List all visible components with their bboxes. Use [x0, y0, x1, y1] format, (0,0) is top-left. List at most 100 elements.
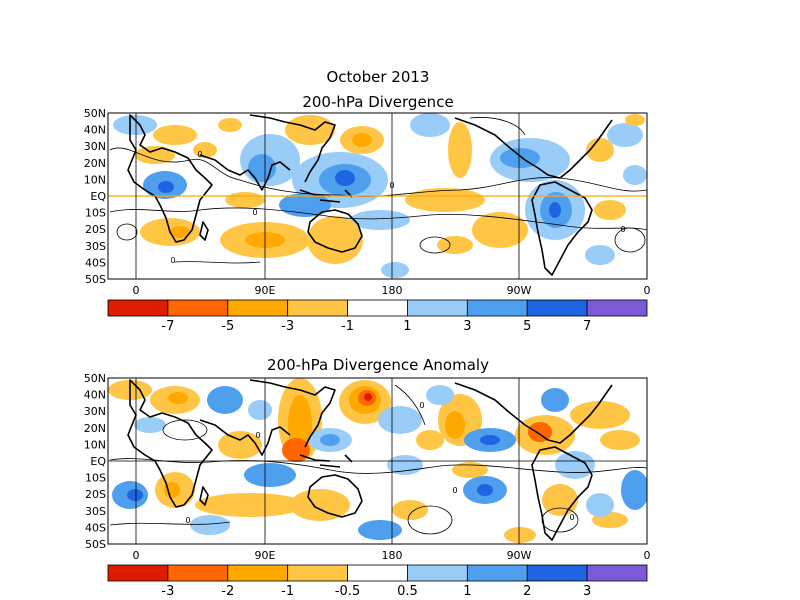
top-lat-label: 40S: [85, 256, 106, 269]
bottom-colorbar-label: -0.5: [335, 584, 360, 599]
bottom-map-title: 200-hPa Divergence Anomaly: [267, 356, 489, 374]
australia-coast: [307, 474, 363, 518]
top-lon-label: 180: [382, 284, 403, 297]
north-america-coast: [454, 117, 613, 179]
bottom-lat-label: 40S: [85, 521, 106, 534]
europe-africa-coast: [127, 379, 213, 508]
bottom-lat-label: 20S: [85, 488, 106, 501]
top-map-contour-labels: 0 0 0 0 0: [170, 150, 625, 265]
arabia-india-coast: [199, 419, 291, 456]
top-map-title: 200-hPa Divergence: [302, 93, 453, 111]
top-colorbar-swatch: [466, 299, 528, 317]
asia-coast: [249, 114, 336, 183]
top-lat-label: 20N: [84, 157, 106, 170]
bottom-colorbar-swatch: [227, 564, 289, 582]
bottom-colorbar-swatch: [466, 564, 528, 582]
bottom-map-frame: [107, 377, 648, 545]
bottom-colorbar-label: -3: [161, 584, 174, 599]
bottom-contour-label: 0: [569, 513, 574, 522]
top-contour-label: 0: [197, 150, 202, 159]
top-colorbar-label: -1: [341, 319, 354, 334]
bottom-lat-label: 30N: [84, 405, 106, 418]
top-lat-label: 30N: [84, 140, 106, 153]
top-lon-label: 0: [133, 284, 140, 297]
bottom-colorbar-label: 0.5: [397, 584, 418, 599]
bottom-lat-label: 10N: [84, 438, 106, 451]
bottom-colorbar-label: 2: [523, 584, 531, 599]
top-lat-label: 10N: [84, 173, 106, 186]
south-america-coast: [531, 446, 593, 541]
bottom-colorbar-swatch: [586, 564, 648, 582]
south-america-coast: [531, 181, 593, 276]
top-colorbar-label: 5: [523, 319, 531, 334]
bottom-contour-label: 0: [185, 516, 190, 525]
bottom-contour-label: 0: [419, 401, 424, 410]
top-lon-label: 0: [644, 284, 651, 297]
europe-africa-coast: [127, 114, 213, 243]
bottom-map-shading: [108, 378, 647, 543]
bottom-colorbar-swatch: [526, 564, 588, 582]
top-lat-label: EQ: [90, 190, 106, 203]
top-colorbar-swatch: [526, 299, 588, 317]
top-contour-label: 0: [620, 225, 625, 234]
arabia-india-coast: [199, 154, 291, 191]
top-lat-label: 40N: [84, 124, 106, 137]
bottom-lon-label: 0: [133, 549, 140, 562]
top-colorbar-label: 7: [583, 319, 591, 334]
bottom-colorbar-label: -2: [221, 584, 234, 599]
top-contour-label: 0: [170, 256, 175, 265]
bottom-lon-label: 90E: [255, 549, 276, 562]
bottom-lat-label: 50N: [84, 372, 106, 385]
top-map-grid: [108, 113, 647, 279]
bottom-contour-label: 0: [452, 486, 457, 495]
top-lat-label: 20S: [85, 223, 106, 236]
top-colorbar-swatch: [167, 299, 229, 317]
top-colorbar-swatch: [227, 299, 289, 317]
bottom-map: 0 0 0 0 0 50N 40N 30N 20N 10N EQ 10S 20S 30S 40S 50S 0…: [84, 372, 651, 562]
top-map-shading: [109, 113, 647, 278]
bottom-map-grid: [108, 378, 647, 544]
top-colorbar-label: 1: [403, 319, 411, 334]
bottom-lat-label: 50S: [85, 538, 106, 551]
bottom-contour-label: 0: [255, 431, 260, 440]
top-colorbar-swatch: [407, 299, 468, 317]
top-map-frame: [107, 112, 648, 280]
top-map: 0 0 0 0 0 50N 40N 30N 20N 10N EQ 10S 20S 30S 40S 50S 0…: [84, 107, 651, 297]
madagascar: [199, 486, 209, 506]
top-contour-label: 0: [252, 208, 257, 217]
top-colorbar-label: -5: [221, 319, 234, 334]
top-lon-label: 90E: [255, 284, 276, 297]
bottom-map-lon-labels: 0 90E 180 90W 0: [133, 549, 651, 562]
top-colorbar-label: -7: [161, 319, 174, 334]
north-america-coast: [454, 382, 613, 444]
bottom-colorbar-swatch: [347, 564, 408, 582]
top-colorbar-label: -3: [281, 319, 294, 334]
top-lat-label: 50S: [85, 273, 106, 286]
top-colorbar: -7 -5 -3 -1 1 3 5 7: [107, 299, 648, 334]
bottom-colorbar-swatch: [167, 564, 229, 582]
australia-coast: [307, 209, 363, 253]
bottom-colorbar: -3 -2 -1 -0.5 0.5 1 2 3: [107, 564, 648, 599]
top-map-lat-labels: 50N 40N 30N 20N 10N EQ 10S 20S 30S 40S 50S: [84, 107, 107, 286]
top-map-lon-labels: 0 90E 180 90W 0: [133, 284, 651, 297]
main-title: October 2013: [327, 68, 430, 86]
bottom-lat-label: 10S: [85, 472, 106, 485]
asia-coast: [249, 379, 336, 448]
top-lat-label: 30S: [85, 240, 106, 253]
bottom-map-contour-labels: 0 0 0 0 0: [185, 401, 574, 525]
bottom-colorbar-swatch: [287, 564, 348, 582]
top-colorbar-label: 3: [463, 319, 471, 334]
top-lat-label: 50N: [84, 107, 106, 120]
bottom-colorbar-label: -1: [281, 584, 294, 599]
top-contour-label: 0: [389, 181, 394, 190]
top-lon-label: 90W: [507, 284, 532, 297]
madagascar: [199, 221, 209, 241]
bottom-lat-label: 40N: [84, 389, 106, 402]
top-colorbar-swatch: [347, 299, 408, 317]
top-colorbar-swatch: [107, 299, 169, 317]
bottom-colorbar-label: 1: [463, 584, 471, 599]
bottom-colorbar-swatch: [107, 564, 169, 582]
bottom-lat-label: EQ: [90, 455, 106, 468]
top-colorbar-swatch: [287, 299, 348, 317]
